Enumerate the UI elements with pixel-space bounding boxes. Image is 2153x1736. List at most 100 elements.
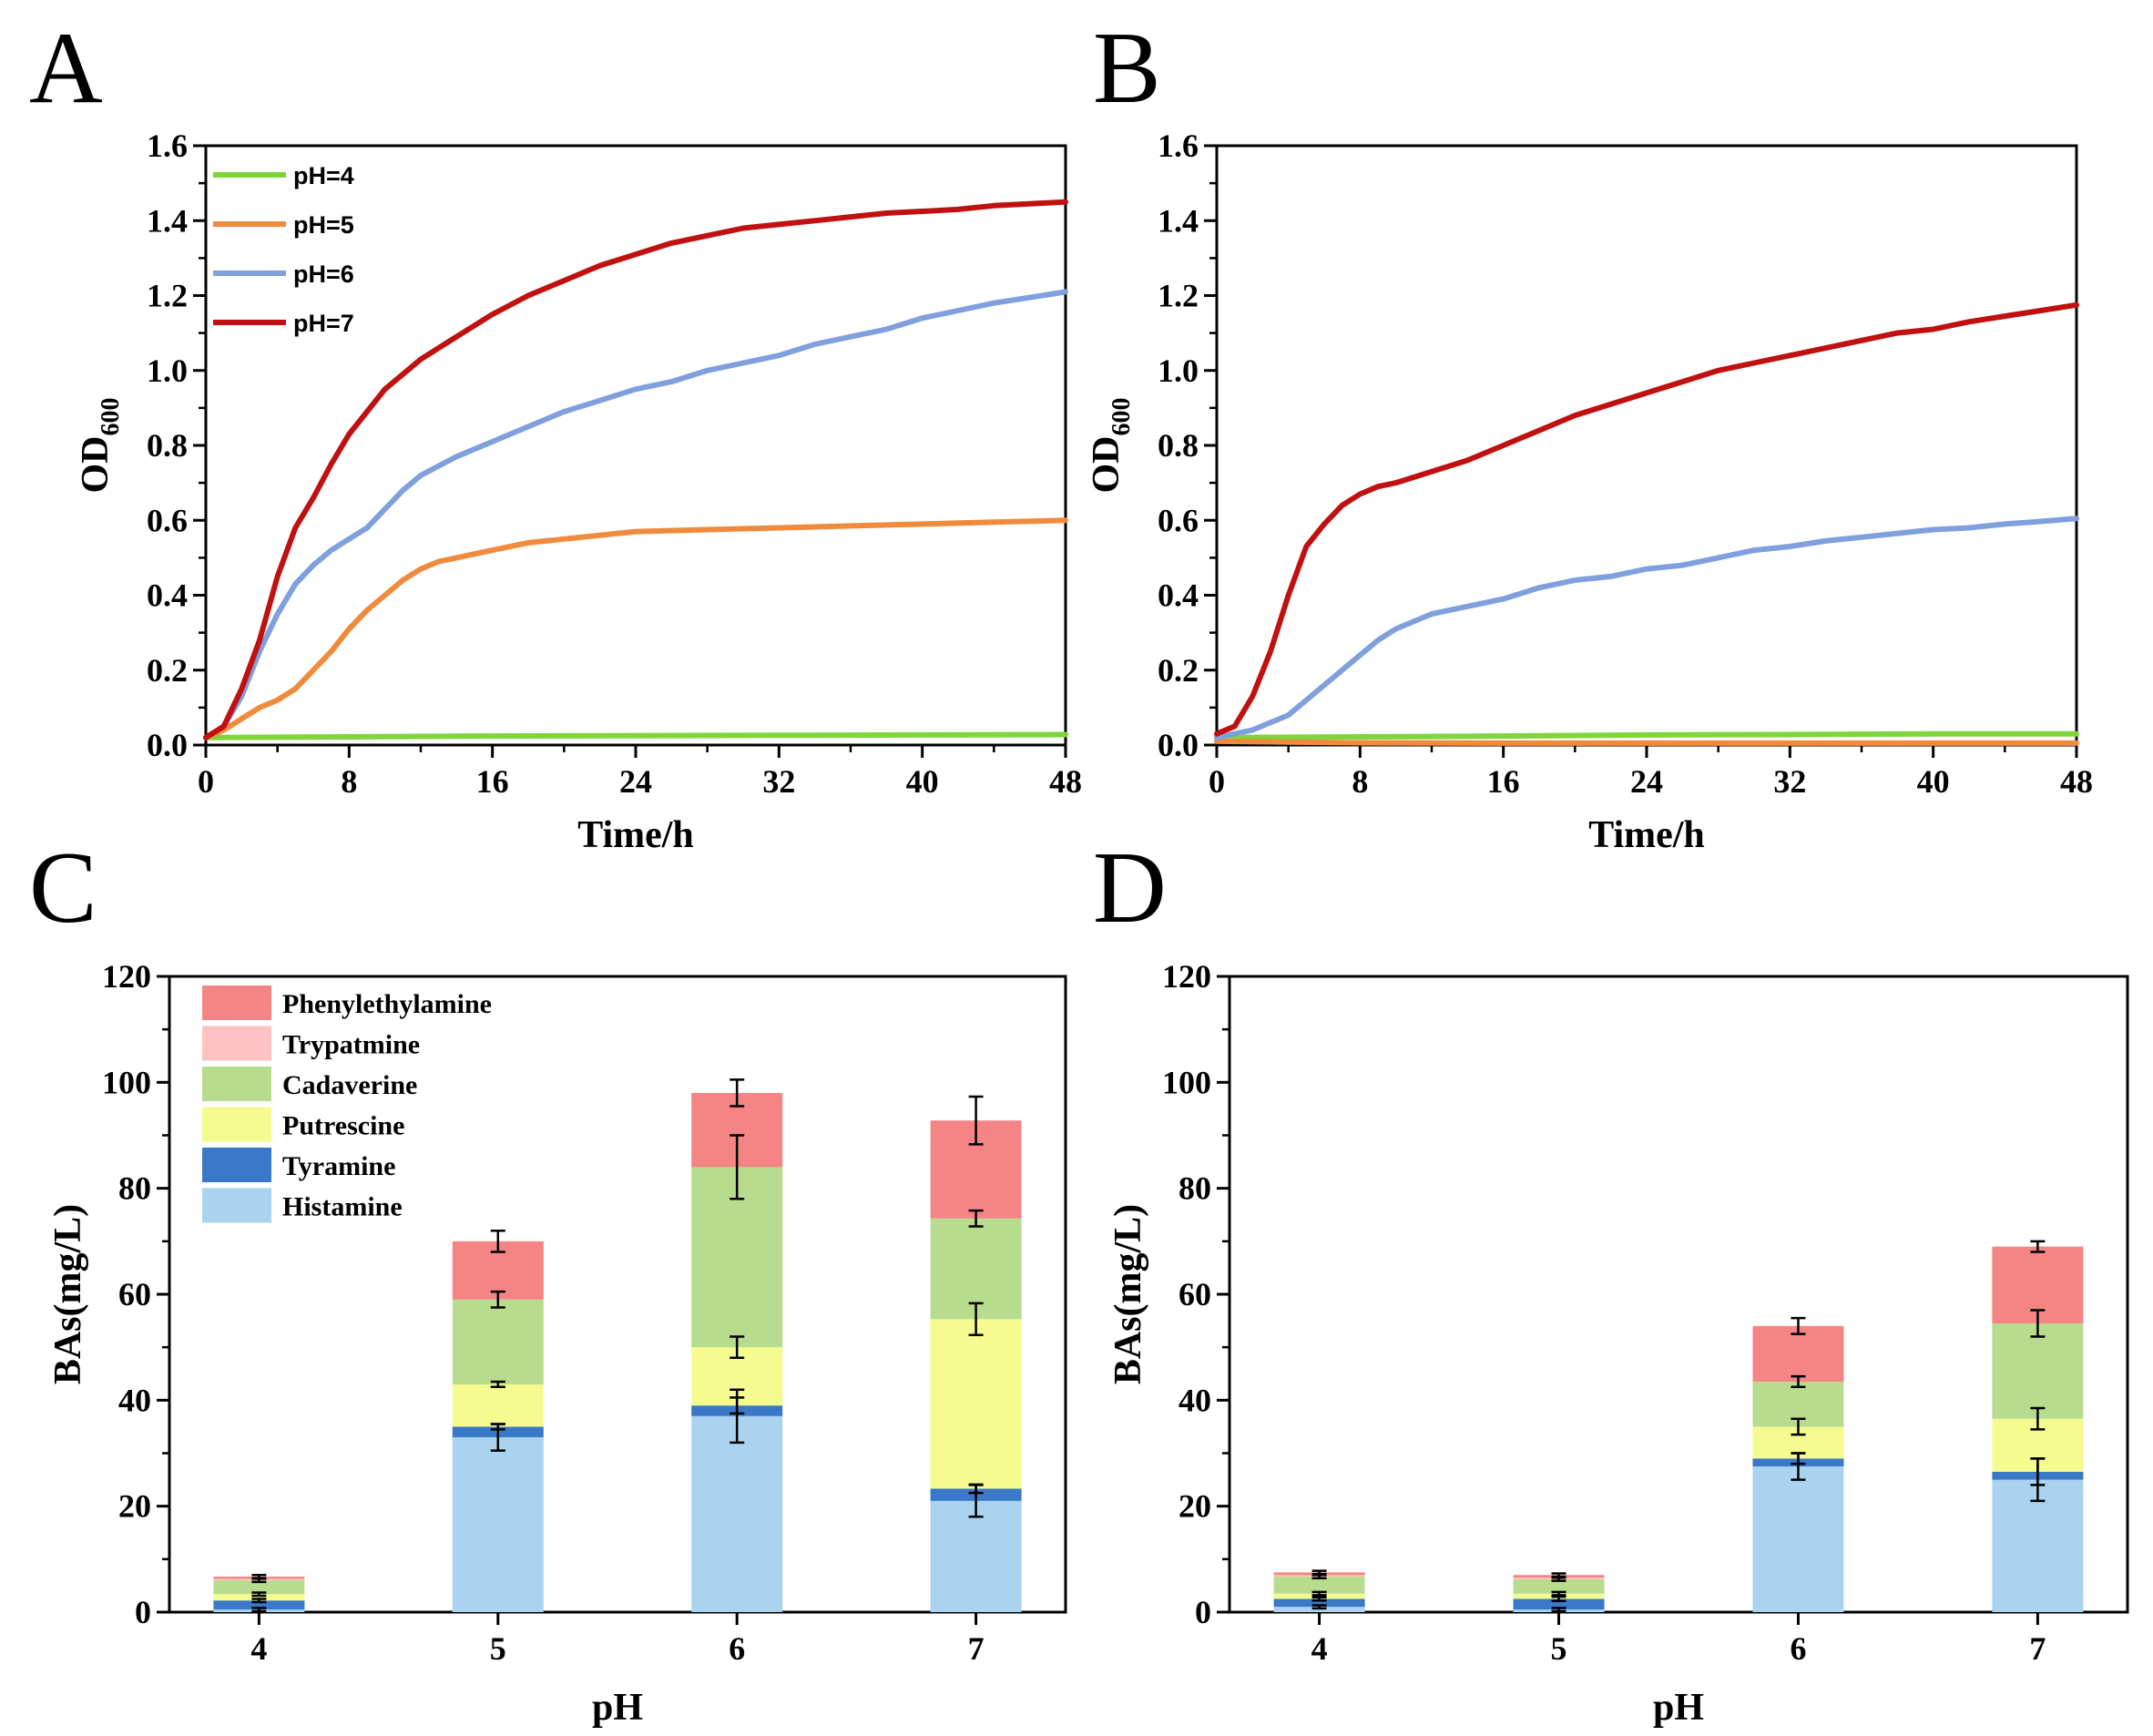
series-line-pH7 [1214, 301, 2079, 737]
bar-segment-cadaverine [213, 1580, 305, 1595]
y-tick-label: 20 [1179, 1488, 1211, 1525]
bar-chart-c: 0 20 40 60 80 100 120 4 5 6 7 pH BAs(mg/L) Phenylethy… [47, 958, 1067, 1729]
panel-label-d: D [1093, 832, 1167, 945]
x-axis-title: Time/h [577, 814, 694, 856]
x-tick-label: 48 [2060, 763, 2093, 800]
legend-swatch [202, 1188, 271, 1223]
y-tick-label: 0 [135, 1594, 151, 1630]
x-tick-label: 4 [250, 1630, 267, 1667]
x-axis-title: pH [1653, 1687, 1704, 1729]
x-tick-label: 0 [1209, 763, 1225, 800]
y-tick-label: 100 [1162, 1064, 1211, 1100]
x-tick-label: 24 [619, 763, 652, 800]
panel-label-b: B [1093, 12, 1161, 125]
series-line-pH5 [1214, 738, 2079, 746]
y-tick-label: 60 [118, 1276, 151, 1312]
legend-label: pH=6 [293, 260, 354, 288]
y-tick-label: 0.0 [1158, 727, 1199, 763]
y-tick-label: 120 [102, 958, 151, 995]
x-tick-label: 48 [1049, 763, 1082, 800]
x-tick-label: 8 [341, 763, 357, 800]
bar-segment-cadaverine [1992, 1322, 2084, 1419]
y-axis-title-main: OD [75, 436, 117, 494]
x-axis-title: pH [592, 1687, 643, 1729]
line-chart-a: 0.0 0.2 0.4 0.6 0.8 1.0 1.2 1.4 1.6 0 8 16 24 32 40 48 T… [75, 128, 1082, 856]
y-tick-label: 40 [1179, 1382, 1211, 1418]
y-tick-label: 0 [1195, 1594, 1211, 1630]
x-tick-label: 5 [490, 1630, 506, 1667]
y-tick-label: 0.8 [1158, 427, 1199, 464]
bar-segment-cadaverine [1513, 1578, 1605, 1594]
y-tick-label: 1.2 [147, 278, 188, 314]
x-tick-label: 6 [1790, 1630, 1806, 1667]
y-tick-label: 0.8 [147, 427, 188, 464]
bar-segment-histamine [1752, 1466, 1844, 1612]
y-tick-label: 20 [118, 1488, 151, 1525]
bar-segment-histamine [691, 1415, 783, 1612]
bar-segment-phenylethylamine [1752, 1325, 1844, 1382]
x-axis-title: Time/h [1588, 814, 1705, 856]
series-line-pH7 [203, 199, 1068, 740]
series-line-pH4 [1214, 730, 2079, 740]
x-tick-label: 32 [762, 763, 795, 800]
legend-swatch [202, 1107, 271, 1142]
bar-segment-tyramine [213, 1600, 305, 1610]
y-tick-label: 0.6 [147, 502, 188, 538]
y-tick-label: 0.4 [147, 577, 188, 614]
y-tick-label: 1.0 [1158, 352, 1199, 389]
series-line-pH5 [203, 517, 1068, 740]
y-tick-label: 80 [1179, 1170, 1211, 1207]
y-tick-label: 1.4 [147, 202, 188, 239]
x-tick-label: 7 [968, 1630, 985, 1667]
series-line-pH6 [1214, 516, 2079, 740]
legend-label: pH=5 [293, 211, 354, 239]
y-tick-label: 40 [118, 1382, 151, 1418]
y-axis-title: BAs(mg/L) [47, 1204, 89, 1384]
y-tick-label: 80 [118, 1170, 151, 1207]
legend-swatch [202, 985, 271, 1020]
bar-segment-putrescine [452, 1384, 544, 1427]
bar-segment-tyramine [1273, 1598, 1365, 1608]
y-tick-label: 0.2 [1158, 652, 1199, 689]
bar-segment-putrescine [213, 1594, 305, 1601]
legend-swatch [202, 1067, 271, 1101]
bar-segment-cadaverine [1273, 1577, 1365, 1594]
y-tick-label: 60 [1179, 1276, 1211, 1312]
y-tick-label: 0.6 [1158, 502, 1199, 538]
legend-label: pH=7 [293, 310, 354, 337]
x-tick-label: 4 [1311, 1630, 1328, 1667]
legend-swatch [202, 1026, 271, 1061]
y-tick-label: 1.0 [147, 352, 188, 389]
bar-segment-histamine [452, 1437, 544, 1612]
y-axis-title-main: OD [1086, 436, 1128, 494]
x-tick-label: 24 [1630, 763, 1663, 800]
x-tick-label: 5 [1551, 1630, 1567, 1667]
x-tick-label: 40 [906, 763, 939, 800]
legend-label: Trypatmine [282, 1030, 420, 1060]
x-tick-label: 6 [729, 1630, 745, 1667]
legend-label: Phenylethylamine [282, 989, 492, 1019]
y-tick-label: 0.2 [147, 652, 188, 689]
x-tick-label: 40 [1917, 763, 1950, 800]
panel-label-c: C [29, 832, 97, 945]
y-tick-label: 120 [1162, 958, 1211, 995]
y-axis-title: OD600 [75, 398, 125, 494]
legend-label: Cadaverine [282, 1070, 417, 1100]
x-tick-label: 32 [1773, 763, 1806, 800]
y-axis-title-subscript: 600 [97, 398, 125, 436]
series-line-pH4 [203, 731, 1068, 740]
legend-label: Putrescine [282, 1111, 404, 1141]
bar-segment-histamine [930, 1500, 1022, 1612]
plot-frame [1215, 144, 2078, 747]
line-chart-b: 0.0 0.2 0.4 0.6 0.8 1.0 1.2 1.4 1.6 0 8 16 24 32 40 48 T… [1086, 128, 2093, 856]
y-tick-label: 1.2 [1158, 278, 1199, 314]
bar-chart-d: 0 20 40 60 80 100 120 4 5 6 7 pH BAs(mg/L) [1107, 958, 2129, 1729]
legend-label: Tyramine [282, 1151, 395, 1181]
x-tick-label: 0 [198, 763, 214, 800]
y-tick-label: 1.6 [147, 128, 188, 164]
y-tick-label: 100 [102, 1064, 151, 1100]
series-line-pH6 [203, 289, 1068, 740]
y-axis-title-subscript: 600 [1107, 398, 1136, 436]
y-tick-label: 1.4 [1158, 202, 1199, 239]
